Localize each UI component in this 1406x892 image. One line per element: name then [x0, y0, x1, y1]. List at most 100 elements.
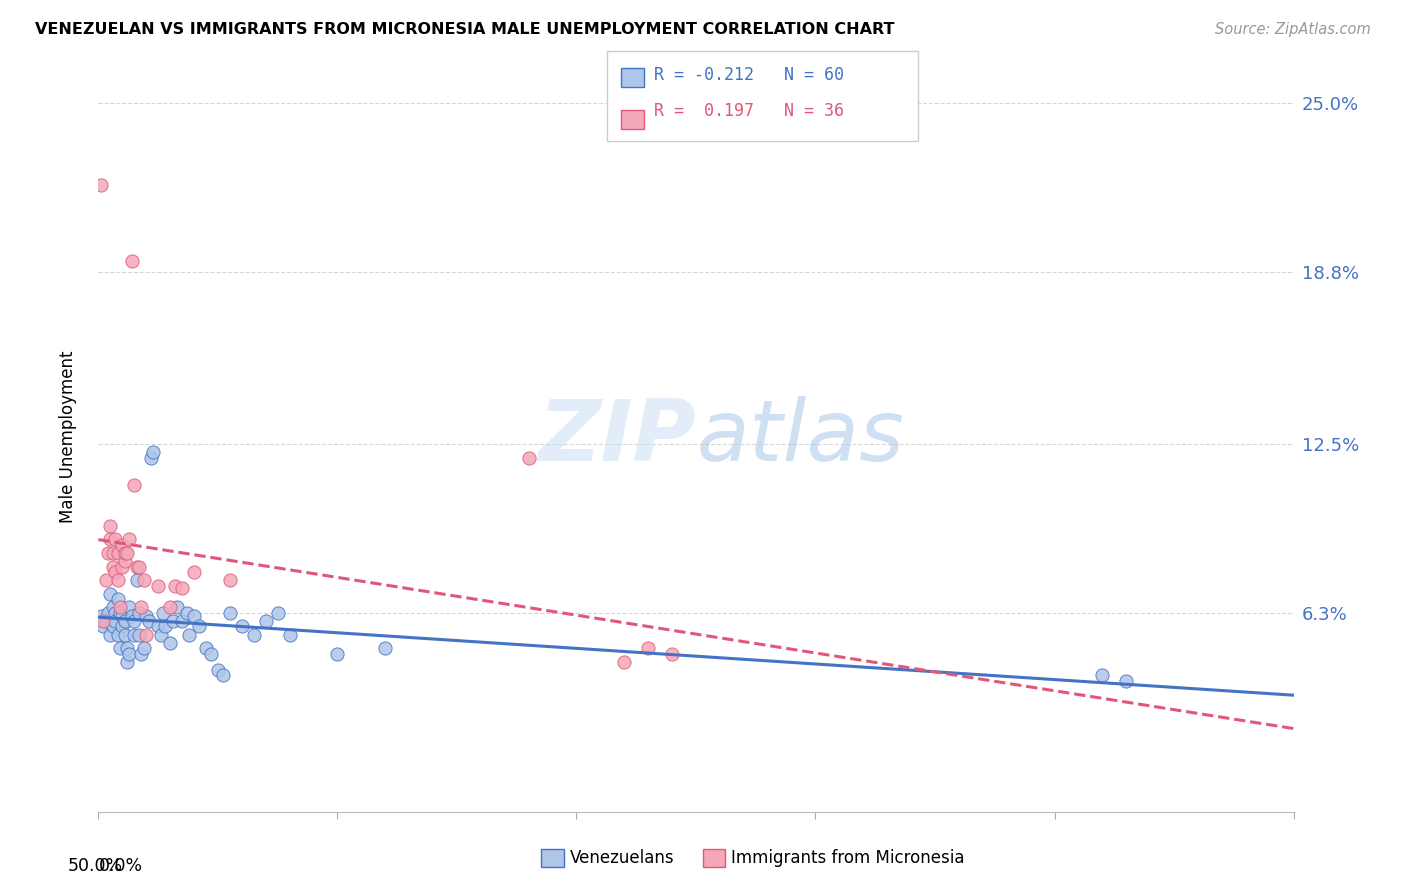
Point — [101, 559, 124, 574]
Point — [107, 546, 129, 560]
Point — [98, 533, 122, 547]
Point — [111, 538, 134, 552]
Point — [1091, 668, 1114, 682]
Point — [118, 533, 141, 547]
Point — [162, 614, 184, 628]
Text: Immigrants from Micronesia: Immigrants from Micronesia — [731, 849, 965, 867]
Point — [107, 592, 129, 607]
Point — [114, 627, 136, 641]
Point — [219, 573, 242, 587]
Point — [131, 600, 153, 615]
Point — [98, 518, 122, 533]
Point — [104, 614, 127, 628]
Point — [111, 608, 134, 623]
Point — [121, 254, 143, 268]
Point — [115, 546, 138, 560]
Point — [114, 614, 136, 628]
Text: R =  0.197   N = 36: R = 0.197 N = 36 — [654, 102, 844, 120]
Point — [278, 627, 301, 641]
Text: Source: ZipAtlas.com: Source: ZipAtlas.com — [1215, 22, 1371, 37]
Point — [121, 608, 143, 623]
Point — [231, 619, 253, 633]
Point — [104, 533, 127, 547]
Point — [200, 647, 222, 661]
Point — [172, 614, 194, 628]
Point — [128, 606, 150, 620]
Point — [135, 608, 157, 623]
Point — [613, 655, 636, 669]
Point — [97, 546, 120, 560]
Point — [139, 450, 162, 465]
Point — [114, 546, 136, 560]
Point — [108, 606, 131, 620]
Point — [118, 600, 141, 615]
Point — [176, 606, 198, 620]
Point — [98, 627, 122, 641]
Point — [125, 573, 148, 587]
Point — [101, 619, 124, 633]
Point — [115, 655, 138, 669]
Point — [207, 663, 229, 677]
Point — [159, 600, 181, 615]
Point — [148, 619, 170, 633]
Point — [128, 559, 150, 574]
Point — [152, 606, 174, 620]
Point — [94, 614, 117, 628]
Point — [94, 573, 117, 587]
Point — [183, 565, 205, 579]
Point — [132, 573, 155, 587]
Text: 0.0%: 0.0% — [98, 856, 142, 875]
Point — [155, 619, 177, 633]
Point — [637, 641, 659, 656]
Point — [211, 668, 233, 682]
Point — [125, 559, 148, 574]
Text: 50.0%: 50.0% — [67, 856, 122, 875]
Point — [108, 641, 131, 656]
Point — [159, 636, 181, 650]
Point — [183, 608, 205, 623]
Point — [1115, 673, 1137, 688]
Point — [111, 619, 134, 633]
Point — [148, 578, 170, 592]
Y-axis label: Male Unemployment: Male Unemployment — [59, 351, 77, 524]
Point — [111, 559, 134, 574]
Point — [374, 641, 396, 656]
Point — [219, 606, 242, 620]
Point — [91, 614, 114, 628]
Point — [124, 477, 146, 491]
Point — [97, 606, 120, 620]
Point — [104, 606, 127, 620]
Point — [90, 178, 112, 192]
Point — [267, 606, 290, 620]
Point — [115, 641, 138, 656]
Point — [254, 614, 277, 628]
Point — [98, 587, 122, 601]
Point — [517, 450, 540, 465]
Text: Venezuelans: Venezuelans — [569, 849, 673, 867]
Point — [91, 619, 114, 633]
Point — [124, 614, 146, 628]
Point — [107, 573, 129, 587]
Point — [131, 647, 153, 661]
Text: R = -0.212   N = 60: R = -0.212 N = 60 — [654, 66, 844, 84]
Text: VENEZUELAN VS IMMIGRANTS FROM MICRONESIA MALE UNEMPLOYMENT CORRELATION CHART: VENEZUELAN VS IMMIGRANTS FROM MICRONESIA… — [35, 22, 894, 37]
Point — [107, 627, 129, 641]
Point — [142, 445, 165, 459]
Point — [104, 565, 127, 579]
Point — [114, 554, 136, 568]
Point — [101, 546, 124, 560]
Point — [138, 614, 160, 628]
Point — [661, 647, 683, 661]
Point — [108, 600, 131, 615]
Point — [135, 627, 157, 641]
Point — [128, 627, 150, 641]
Point — [172, 582, 194, 596]
Point — [163, 578, 186, 592]
Text: ZIP: ZIP — [538, 395, 696, 479]
Point — [195, 641, 218, 656]
Point — [179, 627, 201, 641]
Point — [132, 641, 155, 656]
Point — [101, 600, 124, 615]
Point — [243, 627, 266, 641]
Point — [149, 627, 172, 641]
